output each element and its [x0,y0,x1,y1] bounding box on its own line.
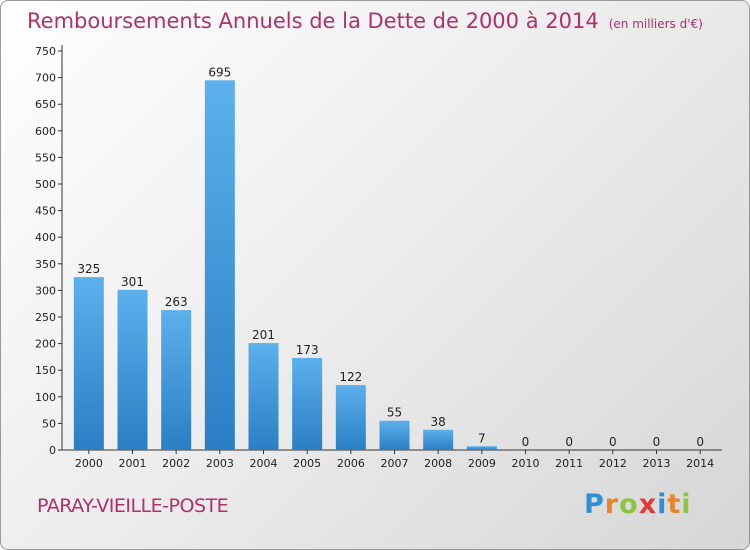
data-label-2011: 0 [565,435,573,449]
bar-2005 [292,357,323,450]
y-tick-label: 750 [35,45,56,58]
x-tick-label-2003: 2003 [206,457,234,470]
bar-2004 [248,343,279,450]
x-tick-label-2010: 2010 [512,457,540,470]
x-tick-label-2002: 2002 [162,457,190,470]
x-tick-label-2004: 2004 [250,457,278,470]
y-tick-label: 450 [35,205,56,218]
x-tick-label-2006: 2006 [337,457,365,470]
data-label-2004: 201 [252,328,275,342]
y-tick-label: 500 [35,178,56,191]
data-label-2005: 173 [296,343,319,357]
title-text: Remboursements Annuels de la Dette de 20… [27,9,599,33]
x-tick-label-2001: 2001 [119,457,147,470]
commune-name: PARAY-VIEILLE-POSTE [37,495,229,517]
data-label-2009: 7 [478,431,486,445]
x-tick-label-2000: 2000 [75,457,103,470]
logo-letter: r [604,489,620,520]
data-label-2003: 695 [208,65,231,79]
x-tick-label-2008: 2008 [424,457,452,470]
logo-letter: i [657,489,668,520]
y-tick-label: 550 [35,151,56,164]
logo-letter: P [584,489,605,520]
y-tick-label: 0 [49,444,56,457]
data-label-2001: 301 [121,275,144,289]
data-label-2006: 122 [339,370,362,384]
logo-letter: t [667,489,682,520]
x-tick-label-2012: 2012 [599,457,627,470]
x-tick-label-2014: 2014 [686,457,714,470]
data-label-2008: 38 [431,415,446,429]
y-tick-label: 150 [35,364,56,377]
y-tick-label: 250 [35,311,56,324]
y-tick-label: 100 [35,391,56,404]
x-tick-label-2013: 2013 [643,457,671,470]
y-tick-label: 200 [35,338,56,351]
data-label-2012: 0 [609,435,617,449]
y-tick-label: 700 [35,72,56,85]
data-label-2000: 325 [77,262,100,276]
data-label-2013: 0 [653,435,661,449]
data-label-2007: 55 [387,406,402,420]
y-tick-label: 300 [35,284,56,297]
bar-2006 [335,385,366,450]
x-tick-label-2011: 2011 [555,457,583,470]
data-label-2002: 263 [165,295,188,309]
bar-2001 [117,289,148,450]
y-tick-label: 600 [35,125,56,138]
data-label-2014: 0 [696,435,704,449]
bar-2002 [161,310,192,450]
x-tick-label-2009: 2009 [468,457,496,470]
bar-2008 [423,429,454,450]
x-tick-label-2007: 2007 [381,457,409,470]
y-tick-label: 400 [35,231,56,244]
y-tick-label: 650 [35,98,56,111]
x-tick-label-2005: 2005 [293,457,321,470]
y-tick-label: 50 [42,417,56,430]
logo-letter: i [681,489,692,520]
logo-letter: o [619,489,639,520]
y-tick-label: 350 [35,258,56,271]
logo-letter: x [638,489,658,520]
bar-2009 [466,446,497,450]
unit-label: (en milliers d'€) [608,17,703,31]
bar-2007 [379,420,410,450]
bar-2003 [204,80,235,450]
bar-2000 [73,277,104,450]
chart-title: Remboursements Annuels de la Dette de 20… [27,9,703,33]
proxiti-logo: Proxiti [584,489,692,520]
data-label-2010: 0 [522,435,530,449]
